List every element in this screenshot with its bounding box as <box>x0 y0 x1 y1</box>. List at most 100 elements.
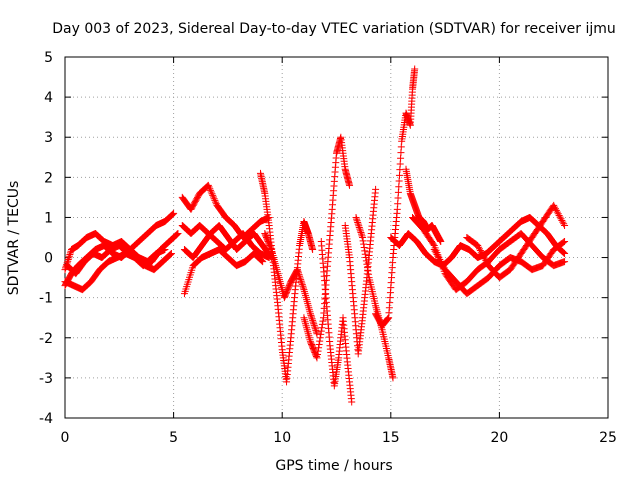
data-point <box>435 254 443 262</box>
data-point <box>434 252 442 260</box>
series-arc-12 <box>317 238 356 406</box>
y-tick-label: -2 <box>39 331 53 347</box>
x-tick-label: 0 <box>61 430 70 446</box>
data-point <box>429 240 437 248</box>
data-point <box>354 220 362 228</box>
data-point <box>560 249 568 257</box>
data-point <box>309 246 317 254</box>
y-tick-labels: -4 -3 -2 -1 0 1 2 3 4 5 <box>39 50 53 427</box>
data-point <box>430 246 438 254</box>
data-point <box>358 232 366 240</box>
series-arc-8 <box>180 246 267 298</box>
data-point <box>433 251 441 259</box>
data-point <box>313 330 321 338</box>
y-tick-label: -1 <box>39 291 53 307</box>
data-point <box>311 325 319 333</box>
data-point <box>355 222 363 230</box>
data-point <box>318 324 326 332</box>
data-point <box>355 223 363 231</box>
series-arc-10 <box>261 229 321 338</box>
data-point <box>316 337 324 345</box>
series-arc-15 <box>372 65 419 330</box>
data-point <box>346 181 354 189</box>
series-arc-18 <box>409 213 569 294</box>
data-point <box>480 253 488 261</box>
data-point <box>299 284 307 292</box>
data-point <box>166 251 174 259</box>
data-point <box>559 218 567 226</box>
data-point <box>208 190 216 198</box>
data-point <box>561 258 569 266</box>
data-point <box>308 313 316 321</box>
data-point <box>560 238 568 246</box>
data-point <box>554 210 562 218</box>
data-point <box>361 250 369 258</box>
x-tick-label: 5 <box>169 430 178 446</box>
data-point <box>65 252 73 260</box>
y-axis-label: SDTVAR / TECUs <box>6 181 22 296</box>
data-point <box>174 229 182 237</box>
data-point <box>561 238 569 246</box>
series-arc-11 <box>300 133 354 362</box>
data-point <box>312 326 320 334</box>
data-point <box>294 267 302 275</box>
data-point <box>352 213 360 221</box>
data-point <box>361 247 369 255</box>
data-point <box>357 230 365 238</box>
data-point <box>298 279 306 287</box>
data-point <box>204 181 212 189</box>
data-point <box>293 266 301 274</box>
y-tick-label: 3 <box>44 130 53 146</box>
data-point <box>552 205 560 213</box>
data-point <box>437 238 445 246</box>
data-point <box>436 256 444 264</box>
data-point <box>475 243 483 251</box>
data-point <box>364 267 372 275</box>
y-tick-label: 2 <box>44 170 53 186</box>
data-point <box>258 257 266 265</box>
data-point <box>559 239 567 247</box>
data-point <box>552 206 560 214</box>
data-point <box>297 276 305 284</box>
data-point <box>209 193 217 201</box>
data-point <box>359 237 367 245</box>
data-point <box>362 257 370 265</box>
data-point <box>389 374 397 382</box>
x-tick-label: 15 <box>382 430 400 446</box>
data-point <box>169 210 177 218</box>
data-point <box>173 230 181 238</box>
data-points <box>61 65 569 406</box>
data-point <box>555 211 563 219</box>
data-point <box>372 185 380 193</box>
series-arc-13 <box>341 185 380 358</box>
series-arc-16 <box>402 165 445 246</box>
data-point <box>306 310 314 318</box>
x-axis-label: GPS time / hours <box>275 458 392 474</box>
data-point <box>482 257 490 265</box>
data-point <box>207 186 215 194</box>
data-point <box>363 264 371 272</box>
data-point <box>309 318 317 326</box>
data-point <box>209 191 217 199</box>
data-point <box>297 277 305 285</box>
series-arc-20 <box>463 201 569 282</box>
x-tick-labels: 0 5 10 15 20 25 <box>61 430 617 446</box>
data-point <box>207 188 215 196</box>
data-point <box>559 248 567 256</box>
data-point <box>311 323 319 331</box>
data-point <box>551 203 559 211</box>
data-point <box>257 256 265 264</box>
data-point <box>313 350 321 358</box>
data-point <box>61 266 69 274</box>
data-point <box>478 250 486 258</box>
data-point <box>359 234 367 241</box>
data-point <box>384 314 392 322</box>
series-arc-9 <box>256 169 317 386</box>
data-point <box>360 240 368 248</box>
data-point <box>267 244 275 252</box>
data-point <box>307 311 315 319</box>
data-point <box>317 330 325 338</box>
data-point <box>553 208 561 216</box>
y-tick-label: -3 <box>39 371 53 387</box>
